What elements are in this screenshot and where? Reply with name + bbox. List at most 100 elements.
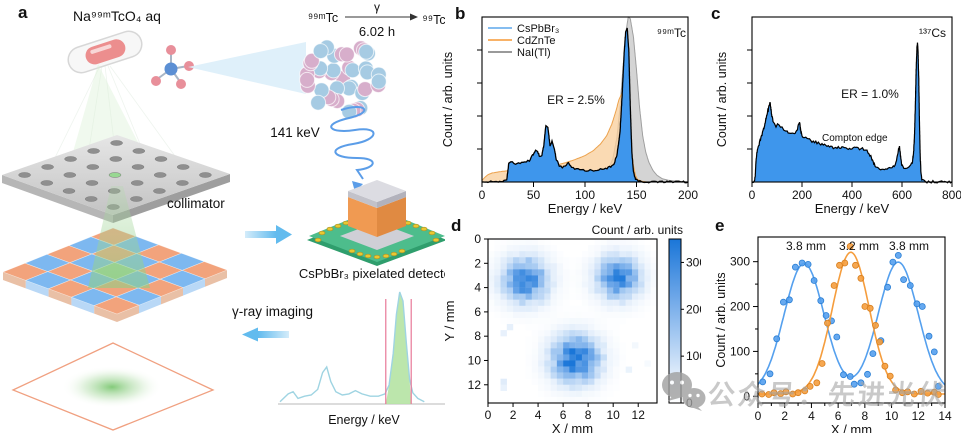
imaging-label: γ-ray imaging xyxy=(232,304,313,319)
svg-text:0: 0 xyxy=(479,188,486,202)
axes: 0 2 4 6 8 10 12 0 2 4 6 8 10 12 X / mm Y / mm xyxy=(442,232,658,433)
collimator-illustration xyxy=(2,135,230,223)
decay-arrow-icon xyxy=(410,13,418,21)
svg-text:12: 12 xyxy=(912,409,926,423)
annotation-er: ER = 1.0% xyxy=(841,87,899,101)
svg-text:150: 150 xyxy=(626,188,646,202)
panel-label-c: c xyxy=(711,4,721,23)
series-CsPbBr₃ pixels profile xyxy=(757,252,946,390)
decay-equation: ⁹⁹ᵐTc γ 6.02 h ⁹⁹Tc xyxy=(308,0,445,39)
heatmap-cells xyxy=(488,239,658,404)
detector-label: CsPbBr₃ pixelated detector xyxy=(299,266,445,281)
y-axis-label: Count / arb. units xyxy=(441,52,455,147)
fwhm-label: 3.8 mm xyxy=(889,239,929,253)
svg-text:12: 12 xyxy=(632,408,646,422)
svg-text:0: 0 xyxy=(755,409,762,423)
source-label: Na⁹⁹ᵐTcO₄ aq xyxy=(73,8,161,24)
series-CsPbBr₃ xyxy=(482,27,689,184)
y-axis-label: Y / mm xyxy=(442,301,457,342)
svg-text:6: 6 xyxy=(835,409,842,423)
annotation-isotope: ¹³⁷Cs xyxy=(919,26,946,40)
svg-text:10: 10 xyxy=(885,409,899,423)
svg-text:2: 2 xyxy=(510,408,517,422)
svg-text:300: 300 xyxy=(730,255,750,269)
annotation-er: ER = 2.5% xyxy=(547,93,605,107)
energy-window-sketch xyxy=(278,291,445,405)
fwhm-label: 3.8 mm xyxy=(786,239,826,253)
svg-text:10: 10 xyxy=(468,353,482,367)
panel-label-e: e xyxy=(715,216,725,235)
series-CsPbBr₃ ¹³⁷Cs spectrum xyxy=(751,42,953,184)
svg-text:100: 100 xyxy=(730,344,750,358)
svg-text:100: 100 xyxy=(686,349,701,363)
svg-text:8: 8 xyxy=(862,409,869,423)
svg-text:0: 0 xyxy=(474,232,481,246)
svg-text:200: 200 xyxy=(730,300,750,314)
heatmap-title: Count / arb. units xyxy=(592,223,683,237)
svg-text:4: 4 xyxy=(474,281,481,295)
sketch-xlabel: Energy / keV xyxy=(328,413,400,427)
pertechnetate-molecule-icon xyxy=(151,45,194,89)
y-axis-label: Count / arb. units xyxy=(715,52,729,147)
svg-text:4: 4 xyxy=(535,408,542,422)
svg-text:100: 100 xyxy=(575,188,595,202)
svg-text:12: 12 xyxy=(468,378,482,392)
gamma-image-illustration xyxy=(11,342,215,431)
panel-label-b: b xyxy=(455,4,466,23)
x-axis-label: Energy / keV xyxy=(815,201,890,215)
svg-text:200: 200 xyxy=(792,188,812,202)
source-beam-cone xyxy=(73,64,143,152)
svg-text:200: 200 xyxy=(678,188,698,202)
axes: 0 50 100 150 200 Energy / keV Count / arb. uni… xyxy=(441,16,698,215)
axes: 0 2 4 6 8 10 12 14 0 100 200 300 X / mm Count / arb. … xyxy=(714,236,952,433)
schematic-panel: Na⁹⁹ᵐTcO₄ aq ⁹⁹ᵐTc xyxy=(2,0,445,431)
panel-label-a: a xyxy=(18,3,28,22)
svg-text:400: 400 xyxy=(842,188,862,202)
svg-text:4: 4 xyxy=(808,409,815,423)
svg-text:200: 200 xyxy=(686,302,701,316)
decay-parent: ⁹⁹ᵐTc xyxy=(308,11,338,25)
annotation-compton: Compton edge xyxy=(822,133,888,144)
nucleus-illustration xyxy=(299,39,387,120)
x-axis-label: X / mm xyxy=(552,421,593,433)
left-arrow-icon xyxy=(242,327,289,342)
svg-text:8: 8 xyxy=(585,408,592,422)
pcb-pads xyxy=(314,220,440,260)
imaging-heatmap-chart: 0 2 4 6 8 10 12 0 2 4 6 8 10 12 X / mm Y / mm 0 100 200 300… xyxy=(442,223,701,433)
x-axis-label: Energy / keV xyxy=(548,201,623,215)
capsule-illustration xyxy=(67,30,143,74)
axes: 0 200 400 600 800 Energy / keV Count / arb. un… xyxy=(715,16,961,215)
right-arrow-icon xyxy=(245,225,292,244)
svg-text:6: 6 xyxy=(474,305,481,319)
annotation-isotope: ⁹⁹ᵐTc xyxy=(657,26,686,40)
fwhm-label: 3.2 mm xyxy=(839,239,879,253)
decay-particle: γ xyxy=(374,0,380,14)
svg-text:0: 0 xyxy=(686,396,693,410)
svg-text:300: 300 xyxy=(686,255,701,269)
svg-text:50: 50 xyxy=(527,188,541,202)
line-profile-chart: 0 2 4 6 8 10 12 14 0 100 200 300 X / mm Count / arb. … xyxy=(714,236,952,433)
collimated-beam xyxy=(88,186,150,288)
svg-text:6: 6 xyxy=(560,408,567,422)
panel-label-d: d xyxy=(451,216,462,235)
svg-text:10: 10 xyxy=(607,408,621,422)
photon-energy-label: 141 keV xyxy=(270,125,320,140)
svg-text:0: 0 xyxy=(749,188,756,202)
decay-half-life: 6.02 h xyxy=(359,24,395,39)
decay-daughter: ⁹⁹Tc xyxy=(422,13,445,27)
gamma-cone xyxy=(188,42,306,94)
svg-text:2: 2 xyxy=(474,256,481,270)
svg-text:2: 2 xyxy=(781,409,788,423)
svg-text:NaI(Tl): NaI(Tl) xyxy=(517,47,551,59)
svg-text:CsPbBr₃: CsPbBr₃ xyxy=(517,23,559,35)
x-axis-label: X / mm xyxy=(831,422,872,433)
detector-illustration xyxy=(307,180,445,266)
svg-text:8: 8 xyxy=(474,329,481,343)
svg-text:0: 0 xyxy=(485,408,492,422)
svg-text:600: 600 xyxy=(892,188,912,202)
y-axis-label: Count / arb. units xyxy=(714,272,728,367)
series-center spot profile xyxy=(758,243,945,398)
svg-text:14: 14 xyxy=(938,409,952,423)
